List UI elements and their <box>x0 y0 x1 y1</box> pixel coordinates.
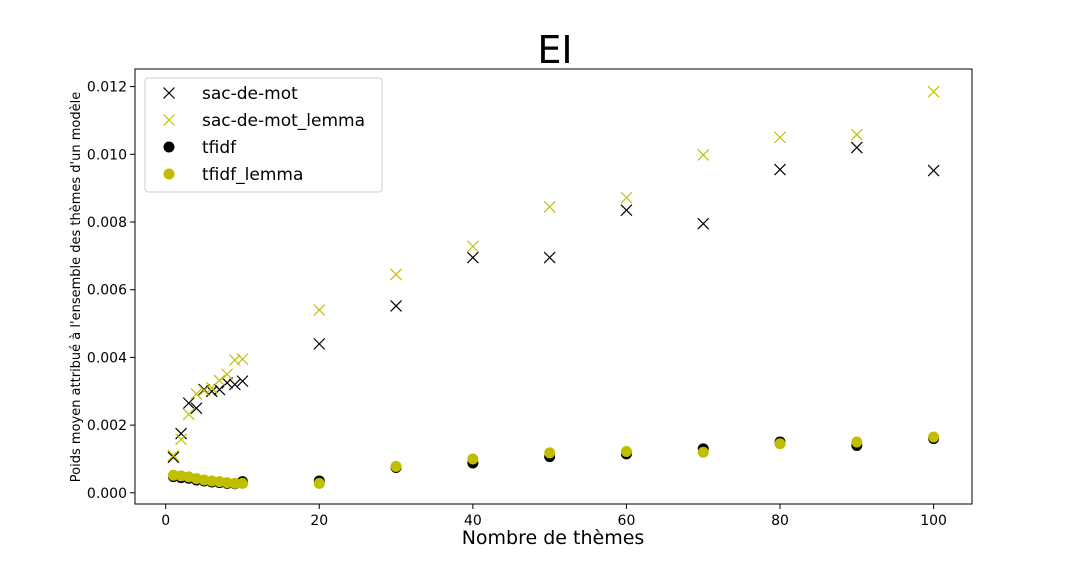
data-point <box>543 200 556 213</box>
data-point <box>190 388 203 400</box>
data-point <box>198 384 211 397</box>
legend-label: sac-de-mot_lemma <box>202 111 365 131</box>
data-point <box>774 438 786 450</box>
x-tick-label: 0 <box>161 513 170 529</box>
series-tfidf_lemma <box>167 431 940 489</box>
y-tick-label: 0.012 <box>87 80 127 96</box>
data-point <box>850 141 863 154</box>
data-point <box>850 128 863 141</box>
y-tick-label: 0.004 <box>87 350 127 366</box>
y-tick-label: 0.000 <box>87 486 127 502</box>
data-point <box>237 477 249 489</box>
data-point <box>198 383 211 396</box>
data-point <box>774 131 786 144</box>
data-point <box>175 427 187 440</box>
data-point <box>620 204 633 217</box>
data-point <box>697 446 709 458</box>
data-point <box>390 300 403 312</box>
data-point <box>229 477 241 489</box>
data-point <box>697 217 710 230</box>
legend-label: tfidf_lemma <box>202 165 303 185</box>
data-point <box>236 353 249 366</box>
data-point <box>313 477 325 489</box>
x-tick-label: 40 <box>464 513 482 529</box>
data-point <box>544 447 556 459</box>
y-axis-title: Poids moyen attribué à l'ensemble des th… <box>69 92 84 482</box>
data-point <box>620 446 632 458</box>
x-tick-label: 100 <box>920 513 947 529</box>
data-point <box>620 191 633 204</box>
x-tick-label: 60 <box>618 513 636 529</box>
data-point <box>182 408 195 421</box>
legend-marker <box>163 141 175 153</box>
data-point <box>927 164 940 177</box>
y-tick-label: 0.006 <box>87 283 127 299</box>
data-point <box>466 251 479 264</box>
data-point <box>927 85 940 98</box>
data-point <box>467 453 479 465</box>
y-tick-label: 0.008 <box>87 215 127 231</box>
data-point <box>167 449 180 462</box>
data-point <box>221 376 234 389</box>
legend-box <box>144 77 383 193</box>
data-point <box>466 240 479 253</box>
x-tick-label: 20 <box>310 513 328 529</box>
x-axis-title: Nombre de thèmes <box>462 527 645 549</box>
legend-marker <box>163 87 175 99</box>
series-tfidf <box>167 433 940 490</box>
data-point <box>313 304 326 316</box>
legend-label: tfidf <box>202 138 237 158</box>
data-point <box>774 163 786 176</box>
data-point <box>928 431 940 443</box>
data-point <box>213 383 226 396</box>
series-sac-de-mot_lemma <box>167 85 940 462</box>
data-point <box>236 375 249 388</box>
data-point <box>228 378 241 391</box>
data-point <box>390 460 402 472</box>
legend-label: sac-de-mot <box>202 84 298 104</box>
data-points <box>167 85 940 490</box>
data-point <box>851 436 863 448</box>
data-point <box>190 402 203 415</box>
data-point <box>167 451 180 464</box>
y-tick-label: 0.002 <box>87 418 127 434</box>
y-axis: 0.000 0.002 0.004 0.006 0.008 0.010 0.012 <box>87 80 135 502</box>
data-point <box>213 374 226 387</box>
x-tick-label: 80 <box>771 513 789 529</box>
data-point <box>390 268 403 281</box>
data-point <box>228 354 241 367</box>
legend-marker <box>163 168 175 180</box>
plot-area <box>134 68 973 505</box>
y-tick-label: 0.010 <box>87 147 127 163</box>
x-axis: 0 20 40 60 80 100 <box>161 504 947 529</box>
data-point <box>697 149 710 161</box>
data-point <box>313 337 326 350</box>
data-point <box>221 368 234 381</box>
data-point <box>182 397 195 410</box>
data-point <box>175 433 187 446</box>
chart-title: EI <box>537 28 572 72</box>
data-point <box>543 251 556 264</box>
legend-marker <box>163 114 175 126</box>
